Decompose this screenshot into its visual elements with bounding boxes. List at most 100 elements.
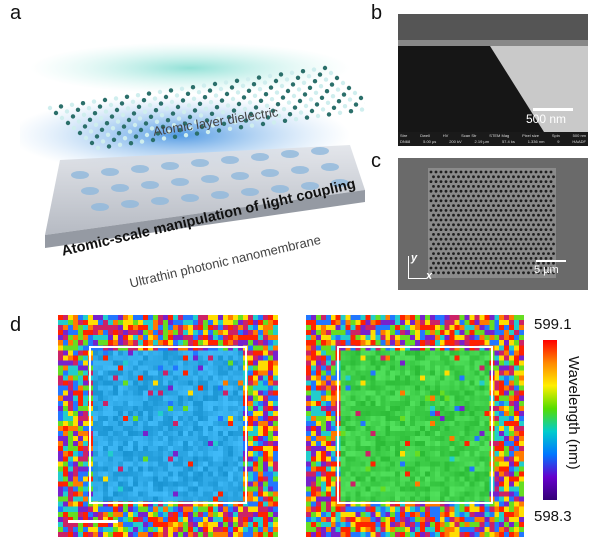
atom: [252, 93, 258, 99]
crystal-hole: [534, 189, 538, 193]
atom: [215, 116, 221, 122]
crystal-hole: [452, 261, 455, 265]
crystal-hole: [439, 266, 443, 270]
crystal-hole: [529, 170, 533, 174]
crystal-hole: [524, 209, 528, 212]
atom: [282, 118, 288, 124]
atom: [121, 124, 127, 129]
crystal-hole: [517, 175, 520, 179]
panel-b-image: 500 nm Stre Dwell HV Scan Str STEM Mag P…: [398, 14, 588, 146]
crystal-hole: [497, 175, 500, 179]
atom: [329, 82, 335, 87]
colorbar-max: 599.1: [534, 316, 572, 333]
crystal-hole: [492, 194, 495, 198]
crystal-hole: [482, 185, 485, 188]
crystal-hole: [467, 223, 470, 227]
crystal-hole: [454, 266, 458, 270]
atom: [235, 90, 241, 95]
crystal-hole: [457, 223, 460, 227]
atom: [348, 109, 354, 114]
teal-glow: [30, 42, 350, 94]
crystal-hole: [487, 271, 490, 275]
crystal-hole: [534, 237, 538, 241]
membrane-hole: [121, 200, 139, 208]
crystal-hole: [509, 180, 513, 183]
crystal-hole: [472, 233, 475, 236]
crystal-hole: [429, 237, 433, 241]
atom: [254, 116, 260, 122]
crystal-hole: [479, 218, 483, 222]
crystal-hole: [517, 233, 520, 236]
crystal-hole: [459, 180, 463, 183]
crystal-hole: [484, 170, 488, 174]
atom: [226, 115, 232, 120]
crystal-hole: [544, 170, 548, 174]
crystal-hole: [469, 266, 473, 270]
crystal-hole: [452, 213, 455, 217]
atom: [307, 85, 313, 91]
atom: [242, 106, 248, 112]
atom: [76, 119, 82, 124]
crystal-hole: [442, 252, 445, 255]
crystal-hole: [469, 257, 473, 260]
atom: [273, 78, 279, 84]
crystal-hole: [439, 199, 443, 203]
crystal-hole: [504, 228, 508, 231]
crystal-hole: [532, 194, 535, 198]
atom: [158, 101, 164, 106]
crystal-hole: [522, 194, 525, 198]
crystal-hole: [519, 180, 523, 183]
crystal-hole: [454, 228, 458, 231]
crystal-hole: [454, 247, 458, 251]
crystal-hole: [457, 213, 460, 217]
crystal-hole: [524, 266, 528, 270]
crystal-hole: [437, 261, 440, 265]
crystal-hole: [492, 185, 495, 188]
atom: [204, 118, 210, 123]
crystal-hole: [522, 242, 525, 246]
crystal-hole: [547, 252, 550, 255]
crystal-hole: [532, 233, 535, 236]
crystal-hole: [442, 175, 445, 179]
crystal-hole: [497, 261, 500, 265]
crystal-hole: [497, 252, 500, 255]
crystal-hole: [492, 242, 495, 246]
crystal-hole: [539, 247, 543, 251]
crystal-hole: [487, 252, 490, 255]
crystal-hole: [552, 242, 555, 246]
membrane-hole: [141, 181, 159, 189]
atom: [172, 134, 178, 139]
crystal-hole: [494, 180, 498, 183]
crystal-hole: [499, 189, 503, 193]
atom: [136, 104, 142, 110]
schematic-illustration: [10, 42, 376, 248]
atom: [297, 98, 303, 104]
crystal-hole: [549, 189, 553, 193]
crystal-hole: [472, 223, 475, 227]
membrane-hole: [231, 172, 249, 180]
atom: [286, 100, 292, 105]
crystal-hole: [504, 199, 508, 203]
atom: [320, 107, 326, 112]
crystal-hole: [469, 218, 473, 222]
crystal-hole: [529, 199, 533, 203]
crystal-hole: [484, 189, 488, 193]
crystal-hole: [544, 209, 548, 212]
crystal-hole: [467, 175, 470, 179]
atom: [346, 85, 352, 91]
crystal-hole: [512, 213, 515, 217]
crystal-hole: [507, 242, 510, 246]
atom: [311, 67, 317, 72]
crystal-hole: [489, 237, 493, 241]
crystal-hole: [532, 204, 535, 207]
map-left-frame: [89, 346, 247, 504]
crystal-hole: [467, 213, 470, 217]
crystal-hole: [527, 213, 530, 217]
crystal-hole: [432, 242, 435, 246]
atom: [314, 102, 320, 107]
scale-bar-b-label: 500 nm: [526, 112, 567, 126]
crystal-hole: [484, 199, 488, 203]
membrane-hole: [71, 171, 89, 179]
crystal-hole: [512, 175, 515, 179]
atom: [280, 95, 286, 100]
